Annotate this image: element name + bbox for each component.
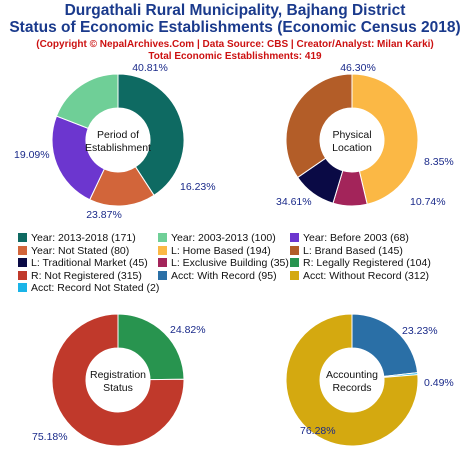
- donut-hole: [320, 108, 384, 172]
- legend-swatch: [18, 270, 27, 280]
- legend-item: Acct: Record Not Stated (2): [18, 282, 159, 294]
- legend-item: L: Brand Based (145): [290, 245, 403, 257]
- slice-percent-label: 0.49%: [424, 377, 454, 389]
- chart-total: Total Economic Establishments: 419: [148, 51, 322, 62]
- legend-item: Year: Before 2003 (68): [290, 232, 409, 244]
- chart-credit: (Copyright © NepalArchives.Com | Data So…: [36, 39, 434, 50]
- legend-swatch: [290, 270, 299, 280]
- legend-item: Year: 2013-2018 (171): [18, 232, 136, 244]
- donut-center-label: Status: [103, 382, 133, 394]
- legend-label: L: Home Based (194): [171, 244, 271, 257]
- legend-swatch: [158, 233, 167, 242]
- legend-item: R: Legally Registered (104): [290, 257, 431, 269]
- legend-swatch: [158, 258, 167, 267]
- legend-item: Year: 2003-2013 (100): [158, 232, 276, 244]
- legend-item: R: Not Registered (315): [18, 270, 142, 282]
- legend-item: Acct: Without Record (312): [290, 270, 429, 282]
- chart-title-line2: Status of Economic Establishments (Econo…: [9, 19, 461, 36]
- legend-label: Acct: Without Record (312): [303, 269, 430, 282]
- legend-item: L: Exclusive Building (35): [158, 257, 289, 269]
- donut-hole: [320, 348, 384, 412]
- donut-center-label: Physical: [332, 129, 371, 141]
- legend-swatch: [18, 258, 27, 267]
- slice-percent-label: 34.61%: [276, 196, 312, 208]
- donut-center-label: Registration: [90, 369, 146, 381]
- legend-label: Year: 2003-2013 (100): [171, 232, 276, 244]
- slice-percent-label: 75.18%: [32, 431, 68, 443]
- legend-item: L: Traditional Market (45): [18, 257, 148, 269]
- slice-percent-label: 10.74%: [410, 196, 446, 208]
- slice-percent-label: 23.87%: [86, 209, 122, 221]
- legend-swatch: [158, 245, 167, 255]
- legend-label: L: Traditional Market (45): [31, 257, 148, 269]
- donut-center-label: Period of: [97, 129, 139, 141]
- legend-label: R: Legally Registered (104): [303, 257, 431, 269]
- slice-percent-label: 46.30%: [340, 62, 376, 74]
- legend-swatch: [18, 233, 27, 242]
- slice-percent-label: 19.09%: [14, 149, 50, 161]
- legend-swatch: [18, 245, 27, 255]
- slice-percent-label: 16.23%: [180, 181, 216, 193]
- donut-center-label: Records: [332, 382, 371, 394]
- legend-swatch: [290, 245, 299, 255]
- chart-title-line1: Durgathali Rural Municipality, Bajhang D…: [64, 2, 406, 19]
- donut-center-label: Establishment: [85, 142, 151, 154]
- slice-percent-label: 40.81%: [132, 62, 168, 74]
- legend-label: Acct: With Record (95): [171, 269, 277, 282]
- donut-center-label: Accounting: [326, 369, 378, 381]
- donut-chart-1: 40.81% 16.23% 23.87% 19.09% Period ofEstabli…: [14, 62, 216, 221]
- legend-item: Year: Not Stated (80): [18, 245, 129, 257]
- donut-center-label: Location: [332, 142, 372, 154]
- legend-item: Acct: With Record (95): [158, 270, 277, 282]
- legend-label: L: Exclusive Building (35): [171, 257, 289, 269]
- slice-percent-label: 24.82%: [170, 324, 206, 336]
- donut-hole: [86, 348, 150, 412]
- slice-percent-label: 76.28%: [300, 425, 336, 437]
- legend-label: Acct: Record Not Stated (2): [31, 282, 160, 294]
- legend-item: L: Home Based (194): [158, 245, 271, 257]
- legend-label: Year: Before 2003 (68): [303, 232, 409, 244]
- legend-label: L: Brand Based (145): [303, 244, 403, 257]
- legend-label: Year: Not Stated (80): [31, 244, 130, 257]
- donut-hole: [86, 108, 150, 172]
- slice-percent-label: 8.35%: [424, 156, 454, 168]
- slice-percent-label: 23.23%: [402, 325, 438, 337]
- legend-swatch: [158, 270, 167, 280]
- legend-swatch: [290, 258, 299, 267]
- legend-swatch: [290, 233, 299, 242]
- legend-label: Year: 2013-2018 (171): [31, 232, 136, 244]
- legend-swatch: [18, 283, 27, 292]
- legend-label: R: Not Registered (315): [31, 269, 142, 282]
